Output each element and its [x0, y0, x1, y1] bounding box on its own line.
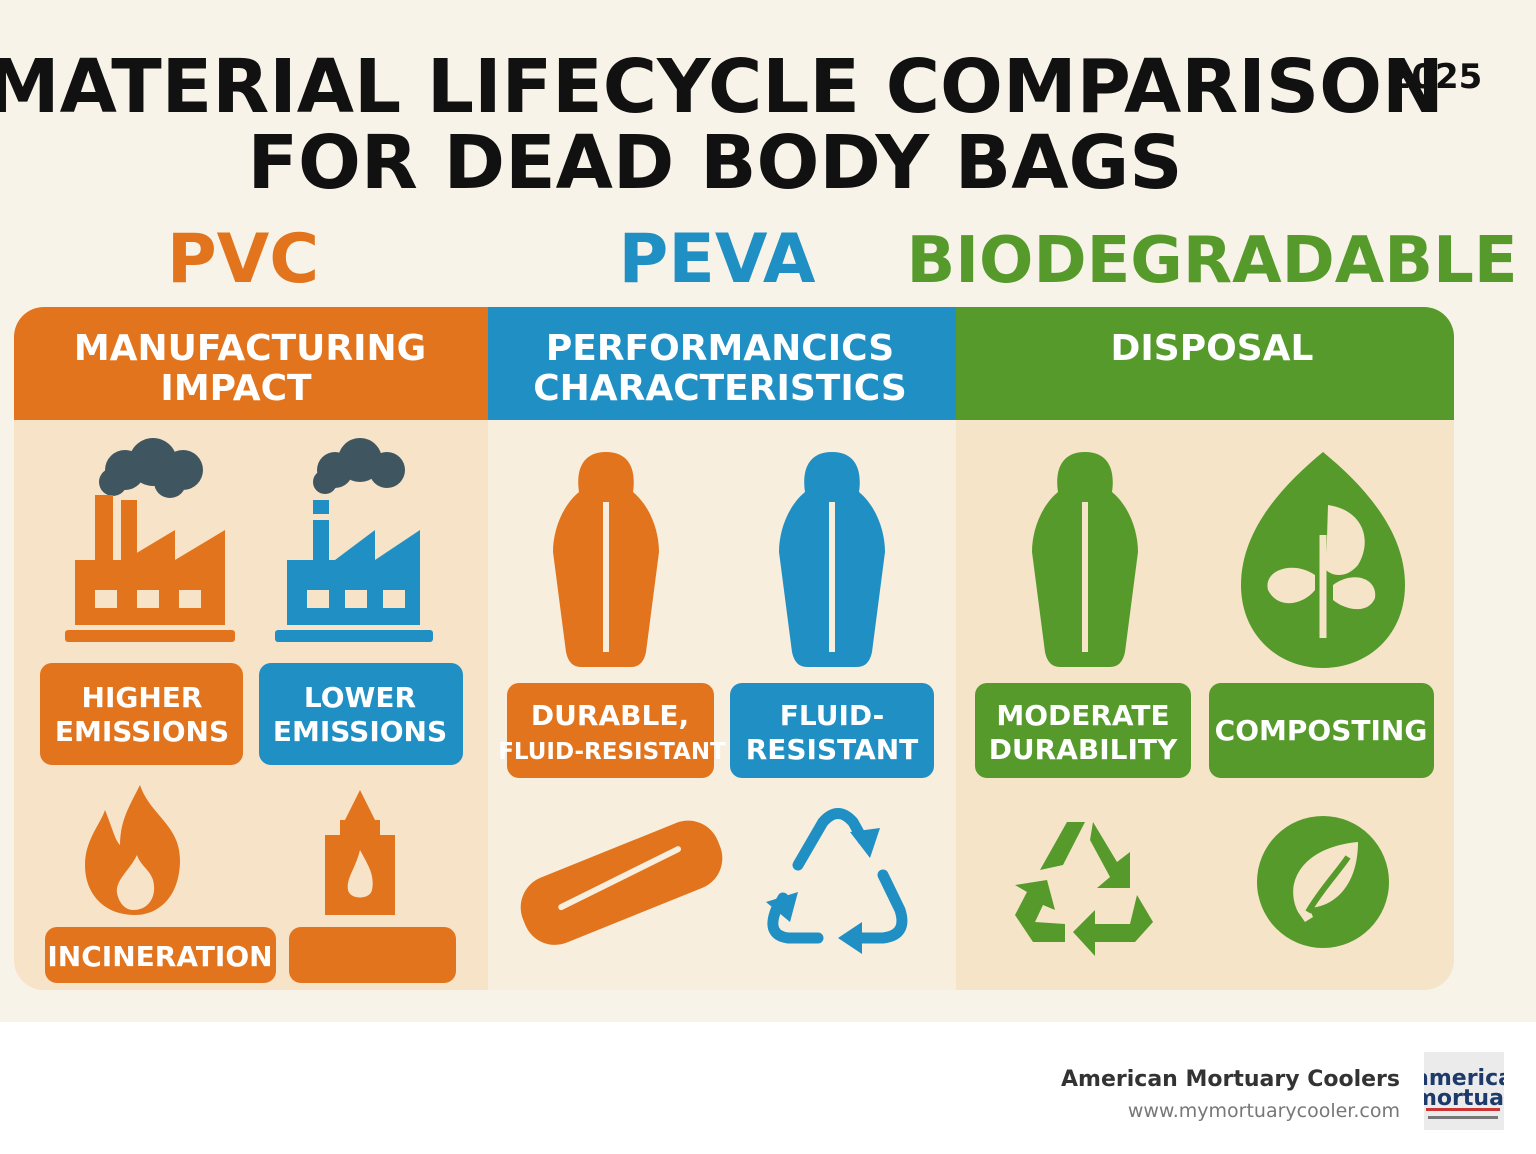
label: MODERATE DURABILITY	[989, 699, 1178, 766]
lying-bag-icon	[520, 820, 723, 945]
flame-icon	[85, 785, 180, 915]
stage-band	[14, 307, 488, 420]
label: HIGHER EMISSIONS	[55, 681, 229, 748]
recycle-icon	[766, 808, 908, 954]
material: PVC	[167, 220, 319, 299]
year: 2025	[1388, 57, 1483, 97]
label: LOWER EMISSIONS	[273, 681, 447, 748]
stage: DISPOSAL	[1111, 328, 1314, 369]
stage: PERFORMANCICS CHARACTERISTICS	[533, 328, 907, 409]
label-box	[40, 663, 243, 765]
label-box	[1209, 683, 1434, 778]
bag-icon	[553, 452, 659, 667]
factory-icon	[275, 438, 433, 642]
material: BIODEGRADABLE	[906, 224, 1517, 298]
label-box	[975, 683, 1191, 778]
url: www.mymortuarycooler.com	[1128, 1100, 1400, 1122]
incinerator-icon	[325, 790, 395, 915]
label: DURABLE, FLUID-RESISTANT	[498, 699, 726, 765]
logo-text: american mortuary	[1414, 1066, 1529, 1119]
label-box	[45, 927, 276, 983]
label: INCINERATION	[47, 940, 272, 973]
company: American Mortuary Coolers	[1061, 1067, 1400, 1092]
title: MATERIAL LIFECYCLE COMPARISON FOR DEAD BO…	[0, 44, 1444, 206]
stage-band	[488, 307, 956, 420]
leaf-drop-icon	[1241, 452, 1405, 668]
stage-band	[956, 307, 1454, 420]
label: FLUID-RESISTANT	[746, 699, 919, 766]
label-box	[507, 683, 714, 778]
material: PEVA	[619, 220, 816, 299]
recycle-icon	[1015, 822, 1153, 956]
label-box	[730, 683, 934, 778]
label-box	[289, 927, 456, 983]
bag-icon	[779, 452, 885, 667]
bag-icon	[1032, 452, 1138, 667]
stage: MANUFACTURING IMPACT	[74, 328, 426, 409]
factory-icon	[65, 438, 235, 642]
label-box	[259, 663, 463, 765]
leaf-circle-icon	[1257, 816, 1389, 948]
label: COMPOSTING	[1215, 714, 1428, 747]
panel	[14, 307, 1454, 990]
